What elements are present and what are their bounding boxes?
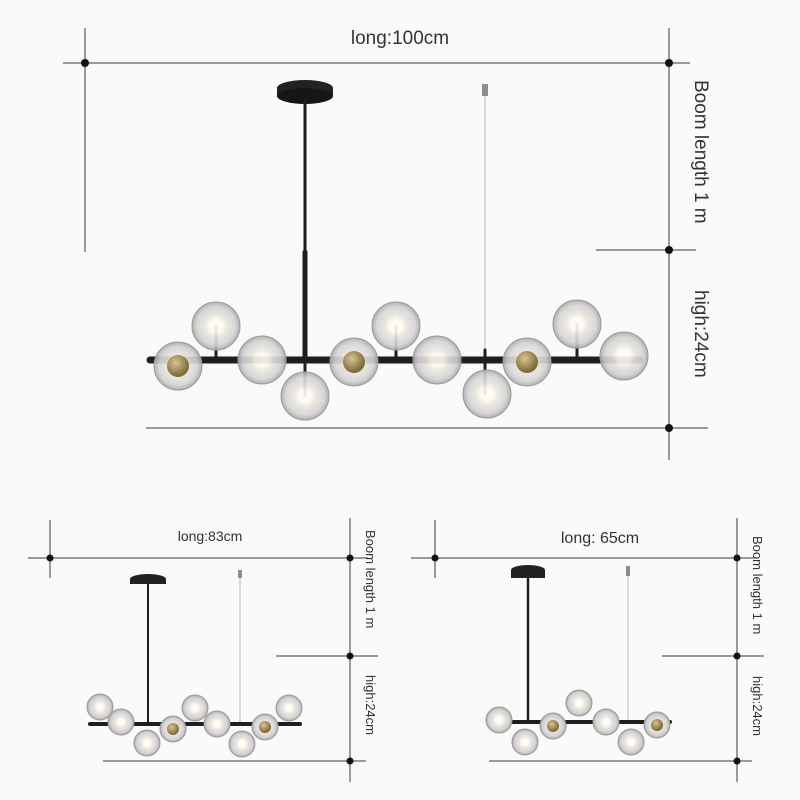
width-label: long: 65cm (561, 530, 639, 547)
globe-light (539, 712, 567, 740)
globe-light (251, 713, 279, 741)
globe-light (133, 729, 161, 757)
main-diagram: long:100cm Boom length 1 m high:24cm (63, 28, 711, 460)
globe-light (228, 730, 256, 758)
height-label: high:24cm (750, 676, 765, 736)
dimension-dot (665, 424, 673, 432)
cable-anchor (626, 566, 630, 576)
dimension-dot (665, 246, 673, 254)
cable-anchor (482, 84, 488, 96)
globe-light (502, 337, 552, 387)
globe-light (617, 728, 645, 756)
boom-length-label: Boom length 1 m (690, 80, 711, 224)
globe-light (191, 301, 241, 362)
globe-light (599, 331, 649, 381)
boom-length-label: Boom length 1 m (750, 536, 765, 634)
width-label: long:83cm (178, 528, 243, 544)
cable-anchor (238, 570, 242, 578)
globe-light (107, 708, 135, 736)
globe-light (159, 715, 187, 743)
variant-65cm-diagram: long: 65cm Boom length 1 m high:24cm (411, 518, 765, 782)
globe-light (371, 301, 421, 362)
boom-length-label: Boom length 1 m (363, 530, 378, 628)
height-label: high:24cm (690, 290, 711, 378)
globe-light (565, 689, 593, 717)
globe-light (280, 358, 330, 421)
globe-light (643, 711, 671, 739)
chandelier-65cm (485, 565, 672, 756)
globe-light (412, 335, 462, 385)
globe-light (329, 337, 379, 387)
globe-light (237, 335, 287, 385)
height-label: high:24cm (363, 675, 378, 735)
globe-light (275, 694, 303, 722)
globe-light (552, 299, 602, 362)
chandelier-100cm (146, 80, 649, 421)
globe-light (181, 694, 209, 722)
globe-light (203, 710, 231, 738)
globe-light (592, 708, 620, 736)
globe-light (485, 706, 513, 734)
globe-light (462, 348, 512, 419)
globe-light (511, 728, 539, 756)
globe-light (153, 341, 203, 391)
width-label: long:100cm (351, 28, 449, 49)
variant-83cm-diagram: long:83cm Boom length 1 m high:24cm (28, 518, 378, 782)
chandelier-83cm (86, 570, 303, 758)
dimension-dot (81, 59, 89, 67)
globe-light (86, 693, 114, 721)
dimension-dot (665, 59, 673, 67)
